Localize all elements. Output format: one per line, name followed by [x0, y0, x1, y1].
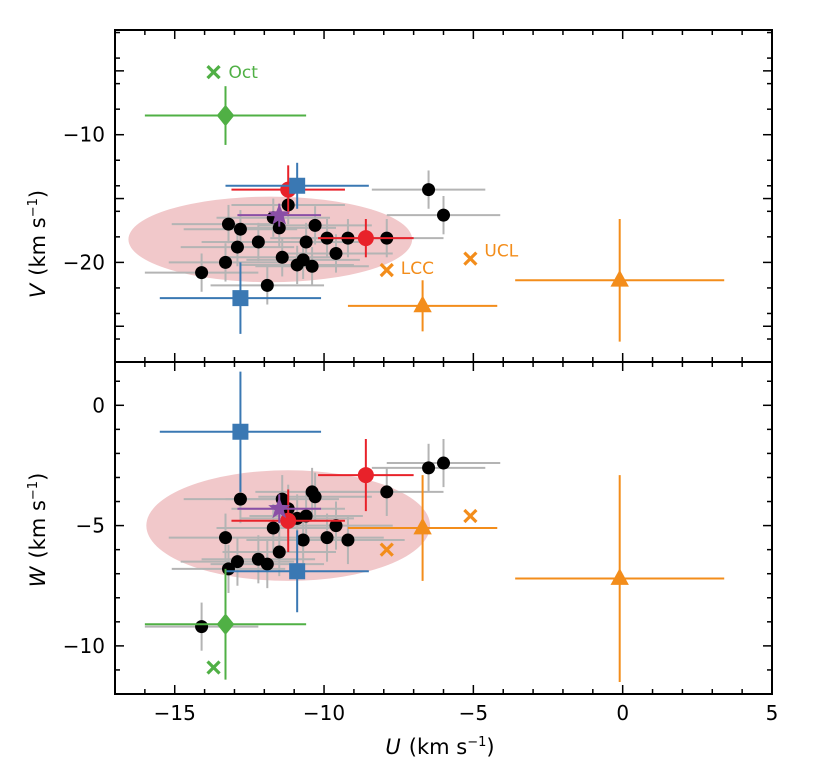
top-red-point-1: [357, 230, 374, 247]
bottom-black-point-20: [422, 461, 436, 475]
cross-stroke: [206, 65, 221, 80]
x-tick-label: −15: [154, 701, 196, 725]
top-y-tick-label: −10: [63, 123, 105, 147]
label-ucl: UCL: [484, 242, 518, 262]
bottom-black-point-1: [218, 531, 232, 545]
top-black-point-8: [272, 221, 286, 235]
top-purple-point-0: [268, 203, 291, 225]
bottom-cross-ucl: [463, 508, 478, 524]
panel-top-uv: −10 −20 Oct LCC UCL: [63, 29, 773, 363]
top-blue-point-1: [232, 290, 249, 307]
cross-stroke: [379, 262, 394, 278]
top-blue-point-0: [289, 177, 306, 194]
bottom-black-point-15: [308, 490, 322, 504]
bottom-purple-point-0: [268, 497, 291, 519]
y-label-bottom: W(km s−1): [26, 473, 50, 588]
top-black-point-14: [305, 259, 319, 273]
top-cross-ucl: [463, 251, 478, 266]
top-orange-point-0: [413, 295, 432, 313]
top-green-point-0: [216, 104, 235, 127]
bottom-orange-point-0: [413, 517, 432, 535]
top-black-point-13: [299, 235, 313, 249]
x-label: U (km s−1): [385, 735, 494, 759]
top-y-tick-label: −20: [63, 250, 105, 274]
cross-stroke: [463, 508, 478, 524]
bottom-black-point-16: [320, 531, 334, 545]
bottom-orange-point-1: [610, 568, 629, 585]
top-black-point-2: [221, 217, 235, 231]
bottom-cross-lcc: [379, 542, 394, 557]
axis-labels: V(km s−1) W(km s−1) U (km s−1): [26, 190, 495, 759]
bottom-cross-oct: [206, 660, 221, 675]
label-oct: Oct: [229, 63, 259, 83]
y-label-top: V(km s−1): [26, 190, 50, 298]
cross-stroke: [379, 542, 394, 557]
top-black-point-4: [233, 222, 247, 236]
top-black-point-9: [275, 250, 289, 264]
top-black-point-1: [218, 255, 232, 269]
bottom-black-point-19: [380, 485, 394, 499]
bottom-black-point-4: [233, 492, 247, 506]
cross-stroke: [206, 660, 221, 675]
top-black-point-20: [422, 183, 436, 197]
top-cross-oct: [206, 65, 221, 80]
x-tick-label: −5: [459, 701, 488, 725]
bottom-black-point-3: [230, 555, 244, 569]
top-orange-point-1: [610, 269, 629, 287]
bottom-black-point-8: [272, 545, 286, 559]
bottom-red-point-1: [357, 467, 374, 484]
top-black-point-17: [329, 246, 343, 260]
bottom-black-point-18: [341, 533, 355, 547]
top-black-point-3: [230, 240, 244, 254]
top-black-point-12: [296, 253, 310, 267]
bottom-y-tick-label: −5: [76, 514, 105, 538]
top-black-point-15: [308, 218, 322, 232]
bottom-black-point-17: [329, 519, 343, 533]
top-black-point-0: [195, 266, 209, 280]
bottom-black-point-0: [195, 620, 209, 634]
top-black-point-5: [251, 235, 265, 249]
bottom-black-point-6: [260, 557, 274, 571]
bottom-black-point-21: [437, 456, 450, 470]
top-black-point-21: [437, 208, 450, 222]
bottom-black-point-7: [266, 521, 280, 535]
bottom-y-tick-label: −10: [63, 634, 105, 658]
bottom-y-tick-label: 0: [92, 393, 105, 417]
bottom-black-point-12: [296, 533, 310, 547]
x-tick-label: −10: [303, 701, 345, 725]
cross-stroke: [463, 251, 478, 266]
bottom-green-point-0: [216, 613, 235, 636]
x-tick-label: 5: [766, 701, 779, 725]
bottom-blue-point-0: [289, 563, 306, 580]
top-black-point-6: [260, 278, 274, 292]
label-lcc: LCC: [401, 259, 434, 279]
x-tick-label: 0: [616, 701, 629, 725]
top-cross-lcc: [379, 262, 394, 278]
panel-bottom-uw: 0 −5 −10 −15 −10 −5 0 5: [63, 361, 779, 725]
bottom-black-point-13: [299, 509, 313, 523]
bottom-blue-point-1: [232, 423, 249, 440]
